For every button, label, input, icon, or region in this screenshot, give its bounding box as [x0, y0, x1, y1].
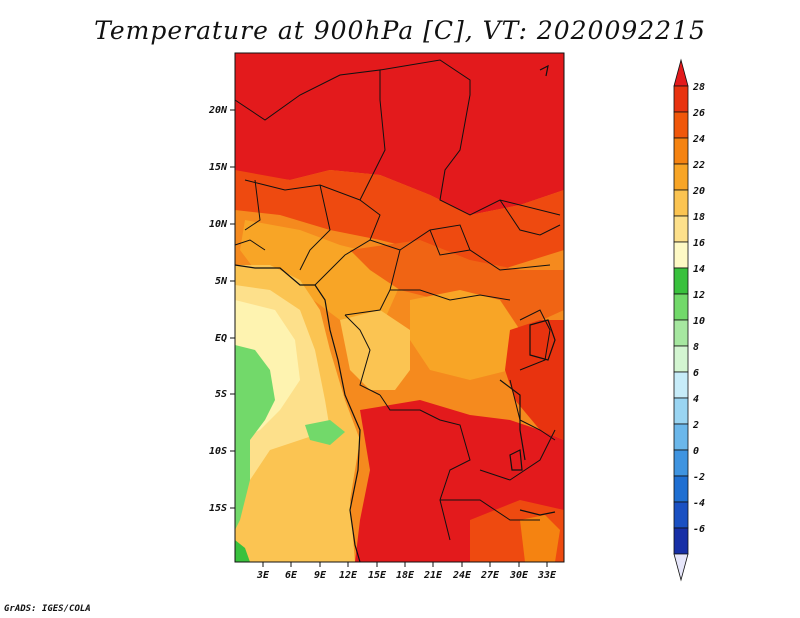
colorbar-swatch [673, 345, 689, 373]
lon-label: 12E [339, 570, 358, 581]
colorbar-swatch [673, 189, 689, 217]
colorbar-swatch [673, 241, 689, 269]
colorbar-label: -4 [693, 498, 705, 509]
colorbar-label: 16 [693, 238, 705, 249]
colorbar-swatch [673, 449, 689, 477]
colorbar-swatch [673, 163, 689, 191]
lon-label: 9E [314, 570, 327, 581]
colorbar-label: 24 [692, 134, 705, 145]
lon-label: 21E [423, 570, 443, 581]
lat-label: 5N [215, 276, 228, 287]
lon-label: 15E [368, 570, 387, 581]
colorbar-label: 20 [692, 186, 705, 197]
colorbar-label: 6 [693, 368, 699, 379]
lat-label: 20N [208, 105, 228, 116]
colorbar-swatch [673, 501, 689, 529]
colorbar-swatch [673, 397, 689, 425]
lon-label: 24E [452, 570, 472, 581]
temperature-field [235, 53, 564, 562]
coastline [234, 64, 556, 563]
lon-label: 30E [509, 570, 529, 581]
lat-label: 10N [209, 219, 228, 230]
colorbar-arrow-bottom [673, 553, 689, 582]
colorbar-label: 2 [692, 420, 699, 431]
lat-label: 15S [209, 503, 227, 514]
colorbar-label: 26 [692, 108, 705, 119]
colorbar-swatch [673, 527, 689, 555]
colorbar-label: 28 [692, 82, 705, 93]
map-title: Temperature at 900hPa [C], VT: 202009221… [94, 16, 706, 45]
colorbar-arrow-top [673, 58, 689, 87]
lat-label: EQ [215, 333, 227, 344]
colorbar-swatch [673, 267, 689, 295]
grads-credit: GrADS: IGES/COLA [4, 604, 91, 614]
lat-label: 15N [209, 162, 228, 173]
colorbar-swatch [673, 111, 689, 139]
colorbar-swatch [673, 371, 689, 399]
country-borders [234, 59, 561, 541]
colorbar-swatch [673, 475, 689, 503]
lon-label: 18E [396, 570, 415, 581]
colorbar-swatch [673, 423, 689, 451]
lon-label: 27E [480, 570, 500, 581]
map-frame [234, 52, 565, 563]
colorbar-swatch [673, 215, 689, 243]
colorbar-label: 18 [693, 212, 705, 223]
colorbar-swatch [673, 319, 689, 347]
colorbar-label: 10 [693, 316, 705, 327]
lon-label: 3E [256, 570, 270, 581]
colorbar-label: 14 [693, 264, 705, 275]
colorbar-swatch [673, 137, 689, 165]
lon-label: 33E [537, 570, 557, 581]
lat-label: 5S [215, 389, 227, 400]
colorbar-label: 0 [693, 446, 699, 457]
colorbar-swatch [673, 85, 689, 113]
colorbar-label: 4 [693, 394, 699, 405]
colorbar-label: 8 [693, 342, 699, 353]
colorbar-label: -2 [693, 472, 705, 483]
colorbar-label: 22 [692, 160, 705, 171]
colorbar-label: -6 [693, 524, 705, 535]
lon-label: 6E [285, 570, 298, 581]
colorbar-swatch [673, 293, 689, 321]
lat-label: 10S [209, 446, 227, 457]
colorbar-label: 12 [693, 290, 705, 301]
